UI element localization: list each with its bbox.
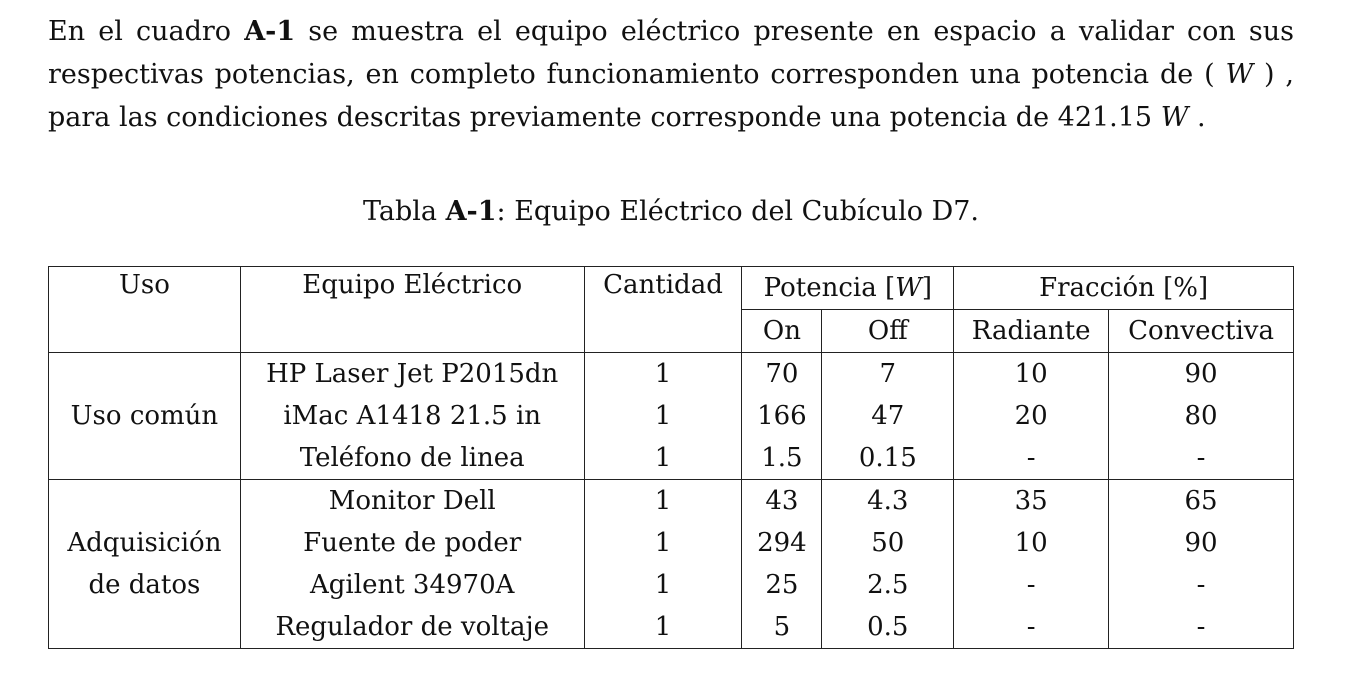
group-label-line: Adquisición bbox=[67, 528, 222, 558]
header-uso: Uso bbox=[48, 266, 241, 353]
cell-on: 166 bbox=[741, 395, 823, 437]
group-label-line: Uso común bbox=[70, 401, 219, 431]
cell-off: 0.15 bbox=[821, 437, 955, 480]
header-equipo: Equipo Eléctrico bbox=[239, 266, 585, 353]
cell-cantidad: 1 bbox=[583, 479, 743, 522]
cell-cantidad: 1 bbox=[583, 522, 743, 564]
cell-radiante: - bbox=[953, 564, 1110, 606]
cell-radiante: 10 bbox=[953, 522, 1110, 564]
cell-cantidad: 1 bbox=[583, 564, 743, 606]
cell-off: 2.5 bbox=[821, 564, 955, 606]
cell-equipo: Fuente de poder bbox=[239, 522, 585, 564]
table-row: Regulador de voltaje 1 5 0.5- - bbox=[49, 606, 1294, 649]
cell-convectiva: - bbox=[1108, 437, 1294, 480]
table-caption: Tabla A-1: Equipo Eléctrico del Cubículo… bbox=[0, 196, 1342, 227]
table-row: Teléfono de linea 1 1.5 0.15- - bbox=[49, 437, 1294, 480]
cell-equipo: iMac A1418 21.5 in bbox=[239, 395, 585, 437]
cell-convectiva: 90 bbox=[1108, 352, 1294, 395]
cell-equipo: HP Laser Jet P2015dn bbox=[239, 352, 585, 395]
header-potencia-close: ] bbox=[921, 273, 933, 303]
table-row: iMac A1418 21.5 in 1 166 47 20 80 bbox=[49, 395, 1294, 437]
header-cantidad: Cantidad bbox=[583, 266, 743, 353]
cell-convectiva: 90 bbox=[1108, 522, 1294, 564]
cell-equipo: Monitor Dell bbox=[239, 479, 585, 522]
cell-on: 43 bbox=[741, 479, 823, 522]
cell-cantidad: 1 bbox=[583, 437, 743, 480]
header-radiante: Radiante bbox=[953, 309, 1110, 353]
cell-equipo: Regulador de voltaje bbox=[239, 606, 585, 649]
cell-radiante: 10 bbox=[953, 352, 1110, 395]
cell-off: 50 bbox=[821, 522, 955, 564]
cell-convectiva: - bbox=[1108, 564, 1294, 606]
caption-text: : Equipo Eléctrico del Cubículo D7. bbox=[496, 196, 980, 227]
cell-cantidad: 1 bbox=[583, 395, 743, 437]
header-potencia-label: Potencia [ bbox=[763, 273, 896, 303]
header-off: Off bbox=[821, 309, 955, 353]
cell-off: 0.5 bbox=[821, 606, 955, 649]
cell-off: 47 bbox=[821, 395, 955, 437]
unit-watt: W bbox=[1225, 59, 1254, 90]
header-on: On bbox=[741, 309, 823, 353]
cell-radiante: 20 bbox=[953, 395, 1110, 437]
header-row: Uso Equipo Eléctrico Cantidad Potencia [… bbox=[48, 266, 1294, 353]
paragraph-text-2: se muestra el equipo eléctrico presente … bbox=[48, 16, 1294, 90]
cell-convectiva: 80 bbox=[1108, 395, 1294, 437]
cell-on: 5 bbox=[741, 606, 823, 649]
header-potencia: Potencia [W] bbox=[741, 266, 955, 310]
paragraph-text-1: En el cuadro bbox=[48, 16, 245, 47]
caption-prefix: Tabla bbox=[362, 196, 446, 227]
unit-watt: W bbox=[1160, 102, 1189, 133]
cell-on: 25 bbox=[741, 564, 823, 606]
cell-equipo: Teléfono de linea bbox=[239, 437, 585, 480]
table-row: Uso común HP Laser Jet P2015dn 1 70 7 10 90 bbox=[48, 352, 1294, 480]
cell-cantidad: 1 bbox=[583, 606, 743, 649]
table-row: Adquisición de datos Monitor Dell 1 43 4.3 35 6… bbox=[48, 479, 1294, 649]
cell-off: 7 bbox=[821, 352, 955, 395]
paragraph-text-3: ) , para las condiciones descritas previ… bbox=[48, 59, 1294, 133]
cell-on: 1.5 bbox=[741, 437, 823, 480]
group-label: Uso común bbox=[48, 352, 241, 480]
cell-convectiva: - bbox=[1108, 606, 1294, 649]
cell-convectiva: 65 bbox=[1108, 479, 1294, 522]
table-row: Agilent 34970A 1 25 2.5- - bbox=[49, 564, 1294, 606]
header-potencia-unit: W bbox=[895, 273, 922, 303]
header-convectiva: Convectiva bbox=[1108, 309, 1294, 353]
paragraph-text-4: . bbox=[1188, 102, 1206, 133]
cell-radiante: - bbox=[953, 606, 1110, 649]
cell-equipo: Agilent 34970A bbox=[239, 564, 585, 606]
header-fraccion: Fracción [%] bbox=[953, 266, 1294, 310]
cell-radiante: 35 bbox=[953, 479, 1110, 522]
group-label-line: de datos bbox=[88, 570, 201, 600]
group-label: Adquisición de datos bbox=[48, 479, 241, 649]
cell-off: 4.3 bbox=[821, 479, 955, 522]
cell-on: 294 bbox=[741, 522, 823, 564]
cell-on: 70 bbox=[741, 352, 823, 395]
intro-paragraph: En el cuadro A-1 se muestra el equipo el… bbox=[48, 10, 1294, 139]
table-body: Uso común HP Laser Jet P2015dn 1 70 7 10 90 iMa… bbox=[48, 352, 1294, 649]
table-reference: A-1 bbox=[244, 16, 296, 47]
subheader-row: On Off Radiante Convectiva bbox=[49, 309, 1294, 353]
caption-reference: A-1 bbox=[445, 196, 497, 227]
cell-radiante: - bbox=[953, 437, 1110, 480]
cell-cantidad: 1 bbox=[583, 352, 743, 395]
table-row: Fuente de poder 1 294 50 10 90 bbox=[49, 522, 1294, 564]
equipment-table: Uso Equipo Eléctrico Cantidad Potencia [… bbox=[48, 266, 1294, 649]
